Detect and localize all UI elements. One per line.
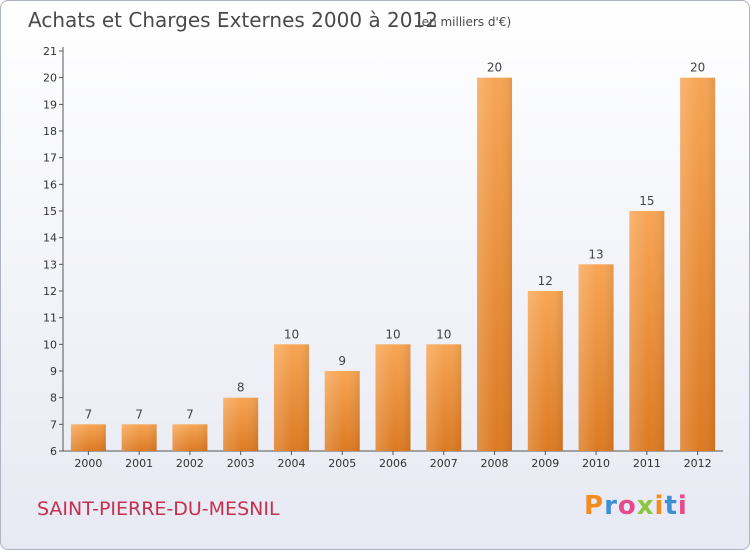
x-tick-label: 2004 <box>277 457 305 470</box>
bars: 7 7 7 8 10 9 10 10 20 12 13 15 20 <box>70 61 716 452</box>
logo-letter: i <box>654 491 665 521</box>
y-tick-label: 18 <box>43 125 57 138</box>
bar-value-label: 12 <box>538 274 553 288</box>
y-tick-label: 17 <box>43 152 57 165</box>
bar-shade <box>477 77 513 452</box>
bar-shade <box>527 291 563 451</box>
bar-value-label: 10 <box>436 327 451 341</box>
y-tick-label: 12 <box>43 285 57 298</box>
y-tick-label: 7 <box>50 418 57 431</box>
bar-value-label: 7 <box>186 407 194 421</box>
bar-shade <box>629 211 665 451</box>
proxiti-logo[interactable]: Proxiti <box>584 491 688 521</box>
bar-shade <box>324 371 360 451</box>
x-tick-label: 2000 <box>74 457 102 470</box>
x-tick-label: 2012 <box>684 457 712 470</box>
bar-value-label: 20 <box>487 61 502 75</box>
x-tick-label: 2011 <box>633 457 661 470</box>
bar-shade <box>172 424 208 451</box>
x-tick-label: 2008 <box>481 457 509 470</box>
bar-shade <box>273 344 309 451</box>
x-tick-label: 2005 <box>328 457 356 470</box>
bar-value-label: 13 <box>588 247 603 261</box>
bar-value-label: 20 <box>690 61 705 75</box>
bar-shade <box>680 77 716 452</box>
x-tick-label: 2007 <box>430 457 458 470</box>
logo-letter: x <box>636 491 655 521</box>
y-tick-label: 13 <box>43 258 57 271</box>
y-tick-label: 15 <box>43 205 57 218</box>
bar-value-label: 7 <box>85 407 93 421</box>
y-tick-label: 16 <box>43 178 57 191</box>
logo-letter: P <box>584 491 605 521</box>
bar-value-label: 15 <box>639 194 654 208</box>
y-tick-label: 19 <box>43 98 57 111</box>
bar-shade <box>426 344 462 451</box>
bar-value-label: 10 <box>284 327 299 341</box>
place-name: SAINT-PIERRE-DU-MESNIL <box>37 498 280 520</box>
logo-letter: t <box>664 491 678 521</box>
y-tick-label: 14 <box>43 232 57 245</box>
y-axis: 6 7 8 9 10 11 12 13 14 15 16 17 18 19 20 21 <box>43 45 723 458</box>
x-tick-label: 2009 <box>531 457 559 470</box>
bar-value-label: 10 <box>385 327 400 341</box>
x-tick-label: 2002 <box>176 457 204 470</box>
chart-title: Achats et Charges Externes 2000 à 2012 <box>28 8 438 32</box>
x-tick-label: 2003 <box>227 457 255 470</box>
logo-letter: o <box>617 491 637 521</box>
y-tick-label: 6 <box>50 445 57 458</box>
x-tick-label: 2010 <box>582 457 610 470</box>
y-tick-label: 10 <box>43 338 57 351</box>
x-tick-label: 2006 <box>379 457 407 470</box>
bar-shade <box>578 264 614 451</box>
x-tick-label: 2001 <box>125 457 153 470</box>
y-tick-label: 21 <box>43 45 57 58</box>
x-axis: 2000 2001 2002 2003 2004 2005 2006 2007 2008 2009… <box>74 451 712 470</box>
chart-subtitle: (en milliers d'€) <box>417 15 512 29</box>
bar-value-label: 7 <box>135 407 143 421</box>
bar-value-label: 8 <box>237 381 245 395</box>
bar-value-label: 9 <box>338 354 346 368</box>
logo-letter: i <box>677 491 688 521</box>
y-tick-label: 20 <box>43 72 57 85</box>
y-tick-label: 11 <box>43 312 57 325</box>
y-tick-label: 8 <box>50 392 57 405</box>
y-tick-label: 9 <box>50 365 57 378</box>
bar-shade <box>375 344 411 451</box>
logo-letter: r <box>604 491 618 521</box>
bar-shade <box>70 424 106 451</box>
bar-shade <box>223 397 259 451</box>
bar-shade <box>121 424 157 451</box>
